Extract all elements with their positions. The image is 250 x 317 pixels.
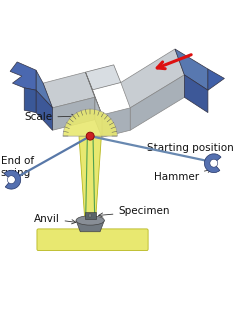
Polygon shape — [102, 108, 130, 137]
Bar — [84, 212, 96, 219]
Text: Anvil: Anvil — [34, 214, 76, 224]
Polygon shape — [121, 49, 184, 108]
Bar — [89, 214, 91, 217]
Text: End of
swing: End of swing — [1, 156, 34, 178]
Polygon shape — [36, 90, 52, 130]
Polygon shape — [79, 136, 101, 216]
Polygon shape — [86, 72, 102, 115]
Text: Hammer: Hammer — [154, 168, 212, 182]
Polygon shape — [36, 70, 52, 108]
Polygon shape — [43, 72, 95, 108]
Wedge shape — [204, 154, 221, 173]
Polygon shape — [208, 69, 224, 90]
Text: Specimen: Specimen — [98, 206, 170, 217]
Wedge shape — [63, 109, 117, 136]
Polygon shape — [130, 75, 184, 130]
Polygon shape — [184, 75, 208, 113]
Wedge shape — [4, 170, 21, 189]
Ellipse shape — [76, 216, 104, 225]
Polygon shape — [175, 49, 208, 90]
Polygon shape — [10, 62, 36, 90]
Circle shape — [210, 159, 218, 167]
Text: Starting position: Starting position — [147, 143, 234, 153]
FancyBboxPatch shape — [37, 229, 148, 250]
Polygon shape — [86, 65, 121, 90]
Circle shape — [86, 132, 94, 140]
Polygon shape — [95, 97, 102, 137]
Text: Scale: Scale — [24, 112, 76, 122]
Polygon shape — [52, 97, 95, 130]
Polygon shape — [76, 220, 104, 232]
Circle shape — [7, 176, 15, 184]
Polygon shape — [24, 88, 36, 113]
